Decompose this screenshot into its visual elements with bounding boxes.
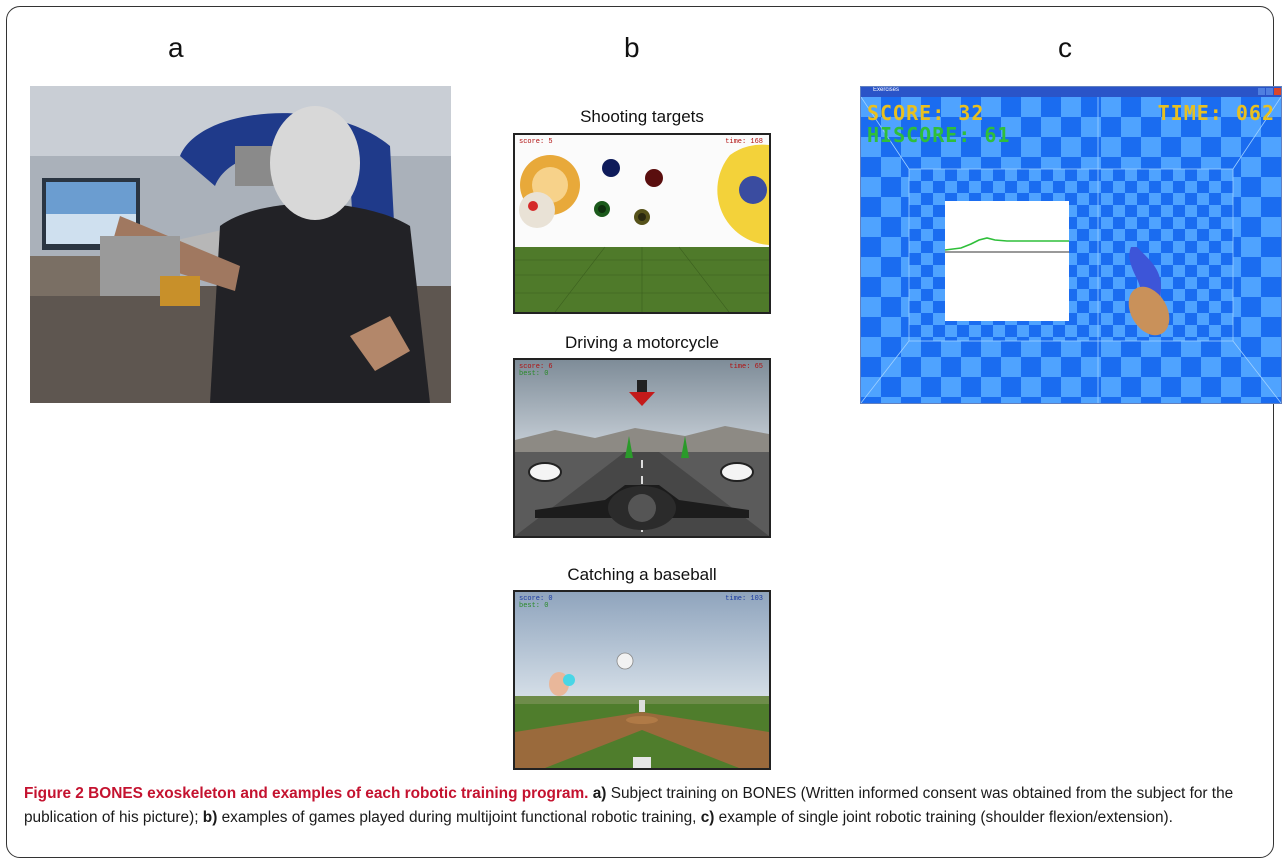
exercise-window: Exercises	[860, 86, 1282, 404]
baseball-scene	[515, 592, 769, 768]
exercise-hiscore: HISCORE: 61	[867, 123, 1011, 147]
caption-b-label: b)	[202, 809, 218, 826]
caption-b-text: examples of games played during multijoi…	[217, 809, 701, 826]
baseball-score: score: 0	[519, 595, 553, 603]
panel-label-b: b	[624, 32, 640, 63]
baseball-game-screenshot: score: 0 best: 0 time: 103	[513, 590, 771, 770]
baseball-time: time: 103	[725, 595, 763, 603]
baseball-title: Catching a baseball	[567, 565, 717, 584]
caption-c-label: c)	[700, 809, 715, 826]
shooting-title: Shooting targets	[580, 107, 704, 126]
caption-c-text: example of single joint robotic training…	[714, 809, 1173, 826]
exercise-time: TIME: 062	[1157, 101, 1275, 125]
shooting-game-screenshot: score: 5 time: 168	[513, 133, 771, 314]
exercise-window-title: Exercises	[873, 87, 900, 93]
figure-caption: Figure 2 BONES exoskeleton and examples …	[24, 782, 1260, 830]
driving-best: best: 0	[519, 370, 549, 378]
panel-label-a: a	[168, 32, 184, 63]
driving-time: time: 65	[729, 363, 763, 371]
exoskeleton-photo-illustration	[30, 86, 451, 403]
shooting-scene	[515, 135, 769, 312]
driving-game-screenshot: score: 6 best: 0 time: 65	[513, 358, 771, 538]
exercise-score: SCORE: 32	[867, 101, 985, 125]
checker-room	[861, 97, 1281, 403]
exoskeleton-photo	[30, 86, 451, 403]
window-minimize-icon[interactable]	[1258, 88, 1265, 95]
shooting-score: score: 5	[519, 138, 553, 146]
driving-scene	[515, 360, 769, 536]
driving-title: Driving a motorcycle	[565, 333, 719, 352]
caption-a-text: Subject training on BONES (Written infor…	[24, 785, 1234, 826]
caption-a-label: a)	[592, 785, 607, 802]
exercise-window-titlebar: Exercises	[861, 87, 1281, 97]
window-close-icon[interactable]	[1274, 88, 1281, 95]
panel-label-c: c	[1058, 32, 1072, 63]
window-maximize-icon[interactable]	[1266, 88, 1273, 95]
driving-score: score: 6	[519, 363, 553, 371]
shooting-time: time: 168	[725, 138, 763, 146]
baseball-best: best: 0	[519, 602, 549, 610]
figure-caption-title: Figure 2 BONES exoskeleton and examples …	[24, 785, 589, 802]
